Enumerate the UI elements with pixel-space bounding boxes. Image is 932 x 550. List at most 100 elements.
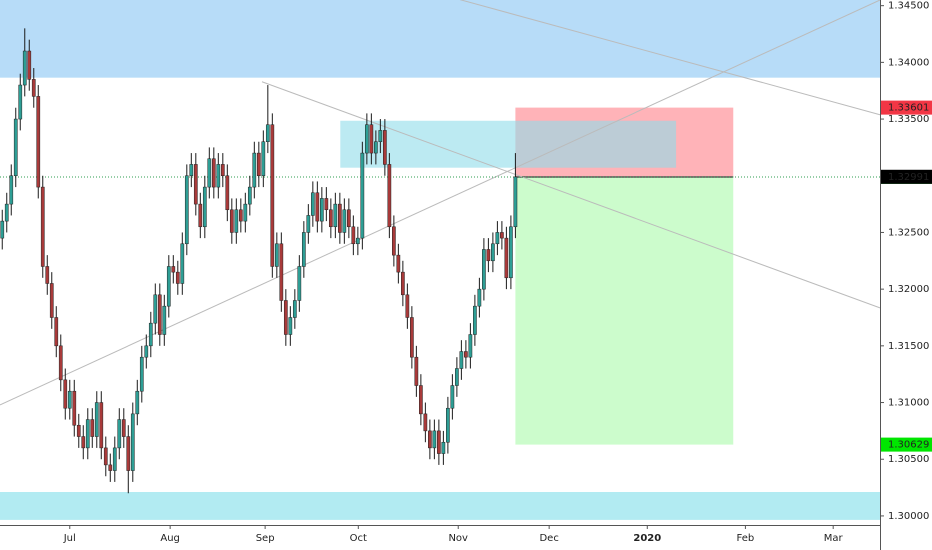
- candle-body: [252, 152, 257, 188]
- x-tick-label: Aug: [160, 533, 180, 544]
- candle-body: [482, 249, 486, 290]
- candle-body: [459, 351, 464, 369]
- candle-body: [139, 356, 144, 392]
- candle-body: [198, 203, 203, 228]
- price-label-box: [881, 169, 932, 184]
- candle-body: [274, 243, 279, 267]
- candle-body: [337, 203, 342, 233]
- candle-body: [9, 175, 14, 205]
- candle-body: [85, 419, 90, 449]
- candle-body: [495, 232, 500, 245]
- trend-line: [459, 0, 881, 116]
- candle-body: [27, 50, 32, 80]
- candle-body: [238, 209, 243, 222]
- candle-body: [63, 379, 68, 409]
- candle-body: [247, 186, 252, 205]
- zone: [0, 492, 880, 520]
- candle-body: [491, 243, 495, 262]
- candle-body: [297, 266, 302, 301]
- x-tick-label: 2020: [633, 533, 661, 544]
- candle-body: [13, 118, 18, 177]
- candle-body: [378, 130, 383, 142]
- y-tick-label: 1.30500: [888, 454, 929, 465]
- candle-body: [356, 237, 360, 245]
- candle-body: [365, 124, 369, 154]
- candle-body: [0, 220, 5, 239]
- x-tick-label: Feb: [737, 533, 755, 544]
- candle-body: [473, 305, 477, 335]
- candle-body: [162, 305, 167, 335]
- candle-body: [108, 464, 113, 471]
- candle-body: [157, 294, 162, 335]
- candle-body: [360, 152, 365, 239]
- candle-body: [31, 79, 36, 97]
- candle-body: [270, 124, 275, 267]
- candle-body: [211, 158, 216, 188]
- candle-body: [90, 419, 95, 437]
- candle-body: [292, 300, 297, 318]
- candle-body: [261, 141, 266, 177]
- candle-body: [72, 390, 77, 426]
- x-tick-label: Dec: [539, 533, 558, 544]
- candle-body: [243, 203, 248, 222]
- candle-body: [441, 441, 446, 454]
- y-tick-label: 1.33500: [888, 114, 929, 125]
- candle-body: [346, 209, 351, 228]
- candle-body: [374, 141, 378, 154]
- y-tick-label: 1.32000: [888, 284, 929, 295]
- candle-body: [401, 271, 405, 296]
- candle-body: [513, 176, 518, 228]
- candle-body: [279, 243, 284, 301]
- candle-body: [342, 209, 347, 233]
- candle-body: [324, 198, 329, 211]
- candle-body: [126, 436, 131, 471]
- y-tick-label: 1.31000: [888, 398, 929, 409]
- candle-body: [180, 243, 185, 284]
- candle-body: [148, 322, 153, 347]
- candle-body: [229, 209, 234, 233]
- candle-body: [216, 164, 221, 188]
- candle-body: [509, 226, 513, 279]
- candle-body: [306, 215, 311, 233]
- price-label-box: [881, 437, 932, 452]
- candle-body: [319, 198, 324, 222]
- candle-body: [464, 351, 468, 358]
- candle-body: [54, 317, 59, 347]
- candle-body: [58, 345, 63, 381]
- candle-body: [22, 50, 27, 86]
- candle-body: [99, 402, 104, 449]
- price-label: 1.33601: [888, 103, 929, 114]
- x-tick-label: Sep: [256, 533, 275, 544]
- candle-body: [428, 430, 432, 449]
- candle-body: [265, 124, 270, 142]
- candle-body: [432, 430, 437, 449]
- candle-body: [351, 226, 356, 245]
- price-label: 1.30629: [888, 440, 929, 451]
- candle-body: [437, 430, 441, 454]
- candle-body: [328, 209, 333, 228]
- price-label: 1.32991: [888, 172, 929, 183]
- candle-body: [333, 203, 338, 228]
- x-tick-label: Jul: [63, 533, 76, 544]
- candle-body: [446, 407, 450, 443]
- candle-body: [383, 130, 387, 165]
- candle-body: [81, 436, 86, 449]
- y-tick-label: 1.34000: [888, 57, 929, 68]
- x-tick-label: Oct: [350, 533, 367, 544]
- y-tick-label: 1.30000: [888, 511, 929, 522]
- y-tick-label: 1.34500: [888, 1, 929, 12]
- candle-body: [94, 402, 99, 437]
- candle-body: [121, 419, 126, 437]
- profit-zone: [515, 177, 734, 445]
- candle-body: [315, 192, 320, 222]
- candle-body: [500, 232, 504, 239]
- candle-body: [18, 84, 23, 120]
- candle-body: [117, 419, 122, 449]
- candle-body: [369, 124, 374, 154]
- x-tick-label: Nov: [448, 533, 468, 544]
- candle-body: [207, 158, 212, 188]
- candle-body: [4, 203, 9, 222]
- candle-body: [504, 237, 509, 279]
